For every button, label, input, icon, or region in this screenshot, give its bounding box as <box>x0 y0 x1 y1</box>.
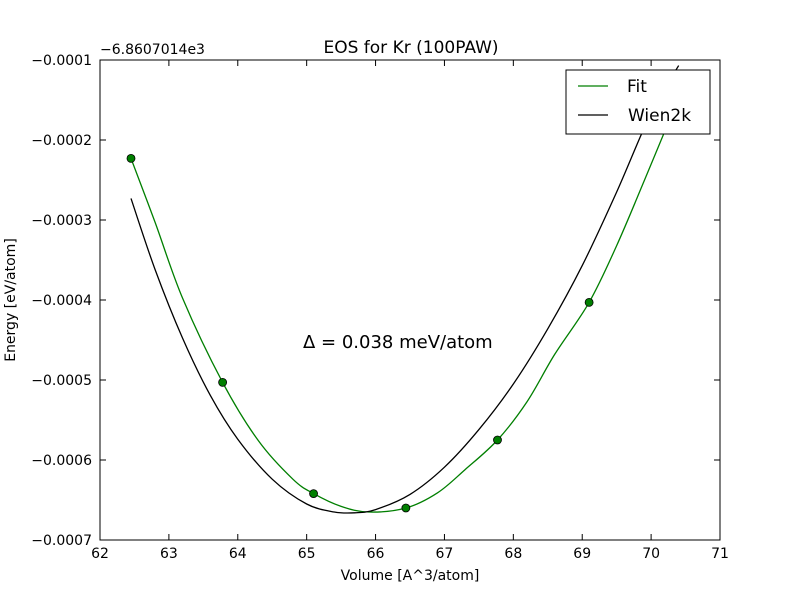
x-axis-label: Volume [A^3/atom] <box>341 568 480 584</box>
x-tick-label: 71 <box>711 546 729 562</box>
x-axis-ticks: 62 63 64 65 66 67 68 69 70 71 <box>91 60 729 562</box>
y-axis-ticks: −0.0007 −0.0006 −0.0005 −0.0004 −0.0003 −0.00… <box>31 53 720 549</box>
data-points <box>126 153 594 513</box>
x-tick-label: 65 <box>298 546 316 562</box>
x-tick-label: 69 <box>573 546 591 562</box>
y-tick-label: −0.0006 <box>31 453 92 469</box>
delta-annotation: Δ = 0.038 meV/atom <box>303 332 493 353</box>
data-point <box>218 377 228 387</box>
x-tick-label: 64 <box>229 546 247 562</box>
y-axis-label: Energy [eV/atom] <box>3 238 19 362</box>
y-tick-label: −0.0002 <box>31 133 92 149</box>
y-tick-label: −0.0004 <box>31 293 92 309</box>
legend-label-wien2k: Wien2k <box>628 106 691 126</box>
x-tick-label: 63 <box>160 546 178 562</box>
x-tick-label: 67 <box>436 546 454 562</box>
legend: Fit Wien2k <box>565 69 711 135</box>
y-tick-label: −0.0007 <box>31 533 92 549</box>
legend-box <box>565 69 711 135</box>
chart-title: EOS for Kr (100PAW) <box>323 38 498 58</box>
data-point <box>584 297 594 307</box>
y-tick-label: −0.0001 <box>31 53 92 69</box>
y-offset-label: −6.8607014e3 <box>100 42 205 58</box>
series-line-wien2k <box>130 65 680 514</box>
x-tick-label: 62 <box>91 546 109 562</box>
data-point <box>126 153 136 163</box>
data-point <box>493 435 502 445</box>
x-tick-label: 70 <box>642 546 660 562</box>
legend-label-fit: Fit <box>627 77 647 97</box>
data-point <box>309 489 318 499</box>
y-tick-label: −0.0005 <box>31 373 92 389</box>
series-line-fit <box>130 114 673 513</box>
x-tick-label: 68 <box>504 546 522 562</box>
data-point <box>401 503 411 513</box>
y-tick-label: −0.0003 <box>31 213 92 229</box>
x-tick-label: 66 <box>367 546 385 562</box>
